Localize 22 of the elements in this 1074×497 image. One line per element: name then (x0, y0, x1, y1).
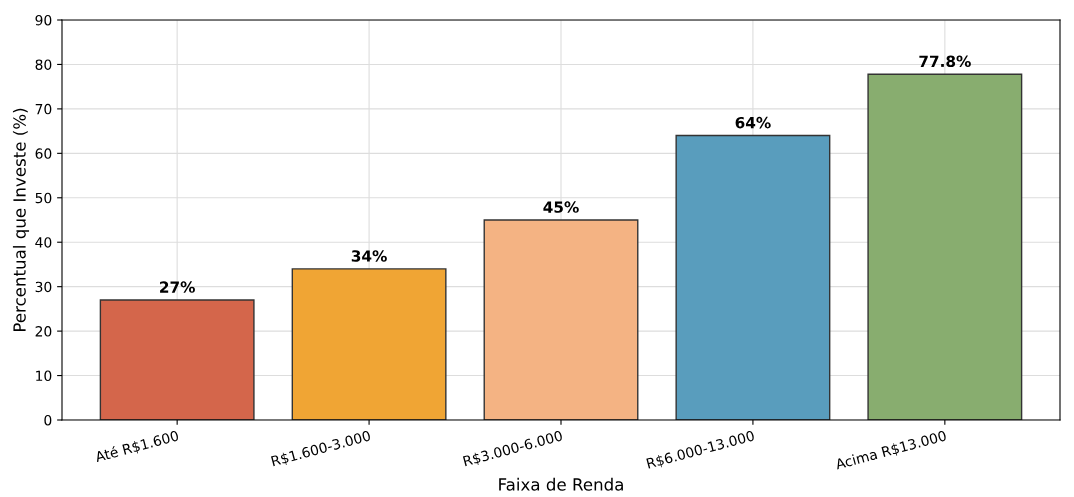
y-tick-label: 30 (35, 281, 52, 293)
y-tick-label: 20 (35, 326, 52, 337)
y-axis-title: Percentual que Investe (%) (12, 108, 30, 332)
y-tick-label: 10 (36, 370, 52, 382)
bar (483, 219, 639, 420)
y-tick-label: 70 (35, 103, 52, 115)
bar (291, 268, 447, 420)
data-label: 45% (543, 201, 579, 213)
data-label: 77.8% (919, 55, 971, 68)
bar (675, 134, 831, 420)
data-label: 64% (735, 116, 771, 129)
y-tick-label: 60 (35, 148, 52, 159)
y-tick-label: 80 (35, 59, 52, 70)
bar (99, 299, 255, 420)
y-tick-label: 90 (35, 14, 52, 26)
y-tick-label: 50 (35, 192, 52, 204)
bar (867, 73, 1023, 420)
data-label: 34% (351, 250, 387, 262)
y-tick-label: 40 (35, 237, 52, 248)
x-axis-title: Faixa de Renda (499, 477, 623, 491)
data-label: 27% (160, 281, 195, 293)
y-tick-label: 0 (44, 414, 52, 426)
